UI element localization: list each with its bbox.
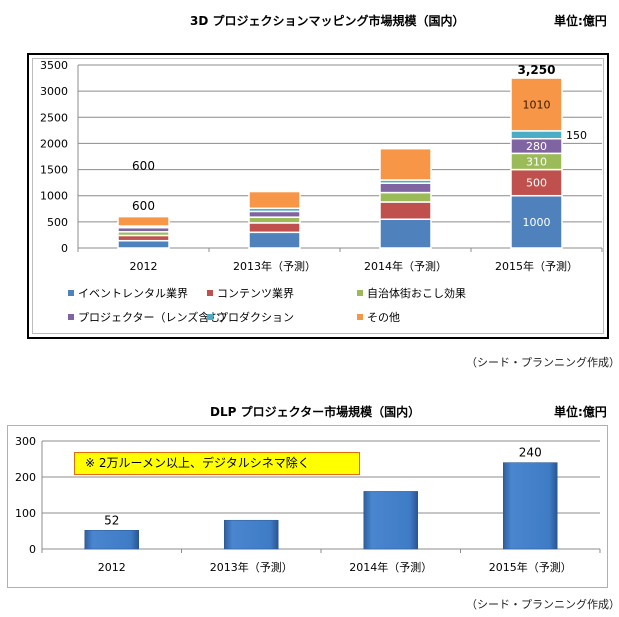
x-tick-label: 2012: [98, 561, 126, 574]
legend-label: 自治体街おこし効果: [367, 287, 466, 300]
bar: [503, 462, 558, 550]
bar-segment: [510, 168, 563, 197]
bar-segment: [248, 210, 301, 218]
legend-item-municipal: 自治体街おこし効果: [357, 285, 466, 301]
legend-label: プロジェクター（レンズ含む）: [78, 311, 232, 324]
bar-segment: [510, 130, 563, 140]
legend-label: イベントレンタル業界: [78, 287, 188, 300]
y-tick-label: 200: [15, 471, 36, 484]
legend-label: コンテンツ業界: [217, 287, 294, 300]
data-label: 150: [566, 129, 587, 142]
bar-segment: [379, 191, 432, 203]
legend-swatch: [207, 290, 213, 296]
data-label: 600: [132, 159, 155, 173]
data-label: 600: [132, 199, 155, 213]
bar: [224, 519, 279, 550]
legend-item-production: プロダクション: [207, 309, 294, 325]
legend-item-other: その他: [357, 309, 400, 325]
legend-item-event-rental: イベントレンタル業界: [68, 285, 188, 301]
bar-segment: [248, 190, 301, 210]
bar-segment: [510, 194, 563, 249]
x-tick-label: 2013年（予測）: [210, 560, 293, 574]
y-tick-label: 0: [61, 242, 68, 255]
y-tick-label: 2500: [40, 111, 68, 124]
legend-swatch: [357, 290, 363, 296]
bar-segment: [379, 218, 432, 249]
data-label: 310: [526, 155, 547, 168]
data-label: 280: [526, 140, 547, 153]
bar-segment: [117, 215, 170, 227]
y-tick-label: 3000: [40, 85, 68, 98]
bar-segment: [379, 201, 432, 220]
chart1-credit: （シード・プランニング作成）: [466, 356, 619, 369]
legend-item-contents: コンテンツ業界: [207, 285, 294, 301]
chart1-unit-label: 単位:億円: [554, 14, 607, 28]
y-tick-label: 100: [15, 507, 36, 520]
y-tick-label: 1000: [40, 190, 68, 203]
x-tick-label: 2013年（予測）: [233, 259, 316, 273]
x-tick-label: 2014年（予測）: [349, 560, 432, 574]
bar-segment: [248, 222, 301, 234]
y-tick-label: 500: [47, 216, 68, 229]
chart2-credit: （シード・プランニング作成）: [466, 598, 619, 611]
bar: [363, 491, 418, 550]
data-label: 3,250: [518, 63, 556, 77]
legend-swatch: [68, 314, 74, 320]
chart2-annotation: ※ 2万ルーメン以上、デジタルシネマ除く: [74, 452, 360, 475]
y-tick-label: 0: [29, 543, 36, 556]
legend-swatch: [68, 290, 74, 296]
y-tick-label: 300: [15, 435, 36, 448]
data-label: 52: [104, 513, 119, 527]
chart2-unit-label: 単位:億円: [554, 405, 607, 419]
y-tick-label: 2000: [40, 137, 68, 150]
legend-label: その他: [367, 311, 400, 324]
x-tick-label: 2014年（予測）: [364, 259, 447, 273]
bar: [84, 530, 139, 550]
legend-label: プロダクション: [217, 311, 294, 324]
data-label: 1000: [523, 216, 551, 229]
y-tick-label: 1500: [40, 164, 68, 177]
bar-segment: [117, 234, 170, 242]
data-label: 1010: [523, 98, 551, 111]
bar-segment: [248, 231, 301, 249]
bar-segment: [379, 147, 432, 181]
bar-segment: [117, 239, 170, 249]
x-tick-label: 2012: [130, 260, 158, 273]
chart1-title: 3D プロジェクションマッピング市場規模（国内）: [190, 14, 465, 28]
legend-swatch: [207, 314, 213, 320]
bar-segment: [248, 216, 301, 224]
x-tick-label: 2015年（予測）: [489, 560, 572, 574]
y-tick-label: 3500: [40, 59, 68, 72]
data-label: 240: [519, 446, 542, 460]
chart2-title: DLP プロジェクター市場規模（国内）: [210, 405, 421, 419]
legend-item-projector: プロジェクター（レンズ含む）: [68, 309, 231, 325]
bar-segment: [510, 77, 563, 132]
legend-swatch: [357, 314, 363, 320]
chart1-plot: 0 500 1000 1500 2000 2500 3000 3500 2012 2013年（予測…: [40, 59, 603, 273]
data-label: 500: [526, 177, 547, 190]
chart2-plot: 0 100 200 300 2012 52 2013年（予測） 2014年（予測） 2015年（…: [15, 435, 601, 574]
bar-segment: [379, 182, 432, 194]
x-tick-label: 2015年（予測）: [495, 259, 578, 273]
